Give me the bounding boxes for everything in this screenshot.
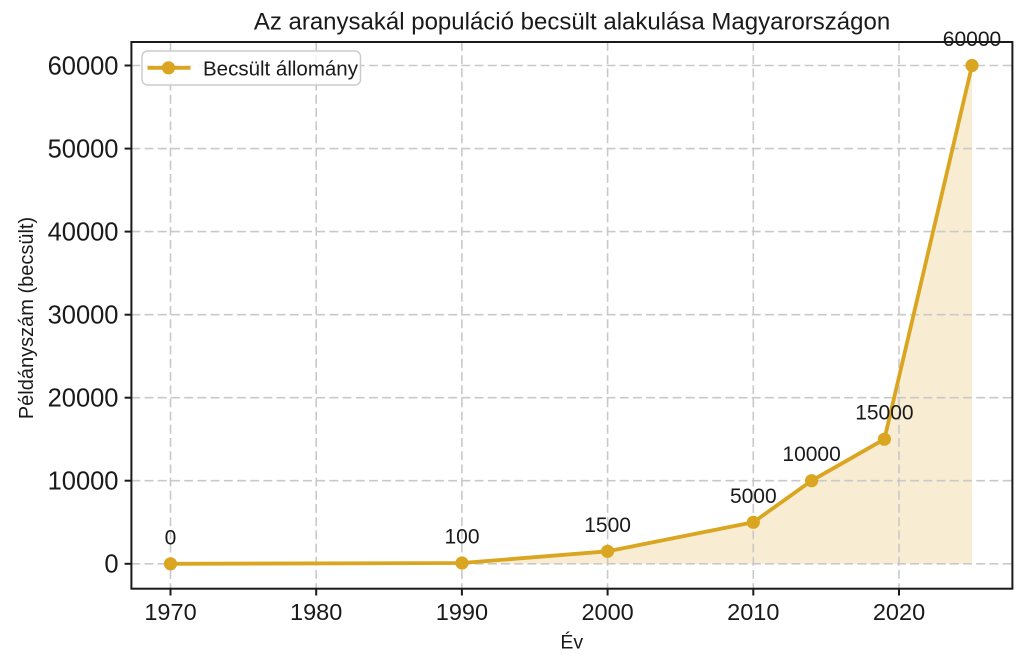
svg-text:2010: 2010 bbox=[727, 599, 779, 625]
svg-text:Példányszám (becsült): Példányszám (becsült) bbox=[16, 217, 38, 419]
svg-text:Az aranysakál populáció becsül: Az aranysakál populáció becsült alakulás… bbox=[254, 9, 890, 36]
svg-text:60000: 60000 bbox=[943, 28, 1001, 51]
svg-text:20000: 20000 bbox=[48, 385, 119, 413]
svg-text:1970: 1970 bbox=[144, 599, 196, 625]
svg-text:1980: 1980 bbox=[290, 599, 342, 625]
svg-text:10000: 10000 bbox=[782, 443, 840, 466]
svg-text:30000: 30000 bbox=[48, 302, 119, 330]
svg-text:1500: 1500 bbox=[584, 514, 631, 537]
svg-text:Év: Év bbox=[560, 631, 583, 654]
svg-text:10000: 10000 bbox=[48, 468, 119, 496]
svg-text:Becsült állomány: Becsült állomány bbox=[203, 57, 359, 80]
svg-text:0: 0 bbox=[165, 526, 177, 549]
svg-text:0: 0 bbox=[104, 551, 118, 579]
svg-text:1990: 1990 bbox=[436, 599, 488, 625]
svg-text:2000: 2000 bbox=[581, 599, 633, 625]
svg-text:5000: 5000 bbox=[730, 485, 777, 508]
svg-text:50000: 50000 bbox=[48, 135, 119, 163]
svg-text:2020: 2020 bbox=[873, 599, 925, 625]
svg-text:15000: 15000 bbox=[855, 402, 913, 425]
svg-text:40000: 40000 bbox=[48, 218, 119, 246]
svg-text:100: 100 bbox=[444, 526, 479, 549]
svg-text:60000: 60000 bbox=[48, 52, 119, 80]
